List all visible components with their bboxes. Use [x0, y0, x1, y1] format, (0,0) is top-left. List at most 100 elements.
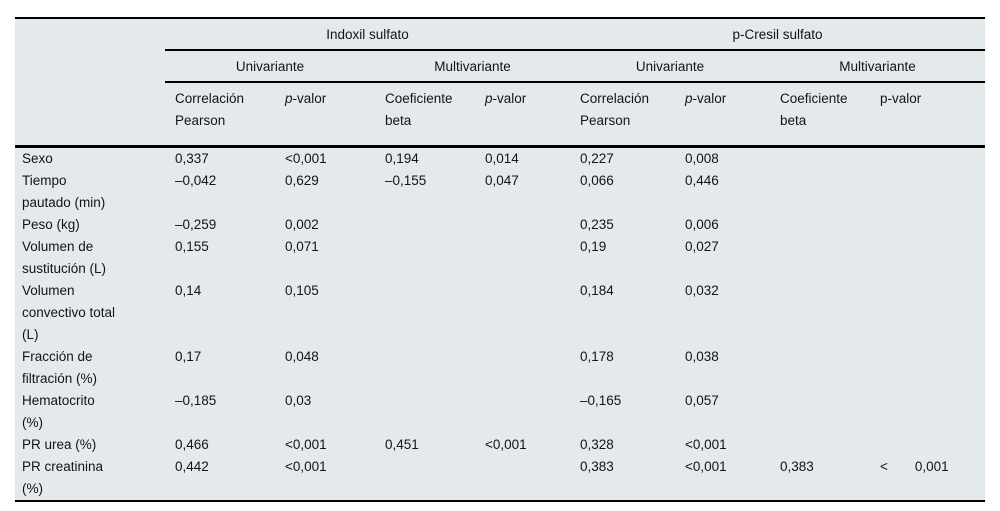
value-cell: 0,19 — [580, 239, 607, 254]
column-header-coeficiente-beta-pcs: Coeficiente beta — [770, 82, 870, 148]
row-label: Peso (kg) — [22, 217, 80, 232]
value-cell: –0,155 — [385, 173, 427, 188]
table-row-sexo: Sexo 0,337 <0,001 0,194 0,014 0,227 0,00… — [15, 147, 985, 171]
value-cell: 0,006 — [685, 217, 719, 232]
row-label: PR creatinina (%) — [22, 459, 104, 496]
column-header-correlacion-pearson-is: Correlación Pearson — [165, 82, 275, 148]
value-cell: 0,442 — [175, 459, 209, 474]
value-cell — [475, 214, 570, 236]
value-cell: < 0,001 — [880, 459, 949, 474]
value-cell — [375, 456, 475, 501]
value-cell: 0,027 — [685, 239, 719, 254]
column-header-text: -valor — [492, 91, 527, 106]
row-label: Volumen convectivo total (L) — [22, 283, 116, 342]
value-cell: <0,001 — [685, 459, 727, 474]
column-header-p-valor-is-uni: p-valor — [275, 82, 375, 148]
row-label: Hematocrito (%) — [22, 393, 95, 430]
value-cell: 0,048 — [285, 349, 319, 364]
value-cell — [770, 236, 870, 280]
table-row-tiempo-pautado: Tiempo pautado (min) –0,042 0,629 –0,155… — [15, 170, 985, 214]
value-cell: <0,001 — [485, 437, 527, 452]
value-cell: 0,383 — [780, 459, 814, 474]
value-cell — [375, 214, 475, 236]
column-header-italic-part: p — [285, 91, 293, 106]
value-cell: –0,165 — [580, 393, 622, 408]
subgroup-univariante-is: Univariante — [165, 50, 375, 83]
row-label: Fracción de filtración (%) — [22, 349, 98, 386]
value-cell — [375, 236, 475, 280]
column-header-italic-part: p — [685, 91, 693, 106]
column-header-text: p-valor — [880, 91, 922, 106]
value-cell — [870, 214, 985, 236]
value-cell: 0,047 — [485, 173, 519, 188]
stub-cell — [15, 82, 165, 148]
value-cell: 0,038 — [685, 349, 719, 364]
value-cell: 0,14 — [175, 283, 202, 298]
value-cell: 0,235 — [580, 217, 614, 232]
value-cell: 0,194 — [385, 151, 419, 166]
value-cell: 0,105 — [285, 283, 319, 298]
value-cell — [770, 214, 870, 236]
value-cell — [770, 346, 870, 390]
subgroup-multivariante-pcs: Multivariante — [770, 50, 986, 83]
column-header-text: Correlación Pearson — [175, 91, 245, 128]
value-cell: 0,071 — [285, 239, 319, 254]
value-cell — [770, 434, 870, 456]
value-cell: 0,451 — [385, 437, 419, 452]
value-cell: 0,328 — [580, 437, 614, 452]
value-cell: 0,466 — [175, 437, 209, 452]
value-cell: –0,185 — [175, 393, 217, 408]
column-header-row: Correlación Pearson p-valor Coeficiente … — [15, 82, 986, 148]
column-header-p-valor-is-multi: p-valor — [475, 82, 570, 148]
value-cell — [475, 456, 570, 501]
value-cell — [375, 390, 475, 434]
value-cell: 0,008 — [685, 151, 719, 166]
column-header-p-valor-pcs-multi: p-valor — [870, 82, 986, 148]
value-cell — [870, 434, 985, 456]
value-cell — [770, 170, 870, 214]
correlation-results-table: Indoxil sulfato p-Cresil sulfato Univari… — [15, 17, 986, 502]
value-cell: <0,001 — [285, 459, 327, 474]
value-cell: 0,184 — [580, 283, 614, 298]
value-cell: 0,227 — [580, 151, 614, 166]
group-header-p-cresil-sulfato: p-Cresil sulfato — [570, 18, 986, 51]
row-label: Sexo — [22, 151, 53, 166]
row-label: Tiempo pautado (min) — [22, 173, 106, 210]
value-cell: 0,066 — [580, 173, 614, 188]
value-cell: 0,03 — [285, 393, 312, 408]
value-cell: 0,057 — [685, 393, 719, 408]
value-cell: 0,155 — [175, 239, 209, 254]
table-row-pr-creatinina: PR creatinina (%) 0,442 <0,001 0,383 <0,… — [15, 456, 985, 501]
value-cell: 0,446 — [685, 173, 719, 188]
value-cell — [870, 236, 985, 280]
table-row-volumen-convectivo: Volumen convectivo total (L) 0,14 0,105 … — [15, 280, 985, 346]
value-cell: 0,17 — [175, 349, 202, 364]
column-header-text: -valor — [292, 91, 327, 106]
value-cell: –0,259 — [175, 217, 217, 232]
value-cell — [475, 280, 570, 346]
value-cell — [870, 147, 985, 171]
table-row-fraccion-filtracion: Fracción de filtración (%) 0,17 0,048 0,… — [15, 346, 985, 390]
value-cell: 0,014 — [485, 151, 519, 166]
stub-cell — [15, 50, 165, 82]
column-header-text: Coeficiente beta — [780, 91, 848, 128]
value-cell — [375, 280, 475, 346]
column-header-p-valor-pcs-uni: p-valor — [675, 82, 770, 148]
row-label: Volumen de sustitución (L) — [22, 239, 107, 276]
column-header-text: Correlación Pearson — [580, 91, 650, 128]
value-cell — [870, 170, 985, 214]
value-cell — [770, 280, 870, 346]
group-header-indoxil-sulfato: Indoxil sulfato — [165, 18, 570, 51]
subgroup-header-row: Univariante Multivariante Univariante Mu… — [15, 50, 986, 83]
value-cell — [770, 390, 870, 434]
value-cell: 0,032 — [685, 283, 719, 298]
value-cell — [870, 280, 985, 346]
group-header-row: Indoxil sulfato p-Cresil sulfato — [15, 18, 986, 51]
value-cell — [375, 346, 475, 390]
value-cell — [475, 346, 570, 390]
table-row-peso: Peso (kg) –0,259 0,002 0,235 0,006 — [15, 214, 985, 236]
value-cell: 0,002 — [285, 217, 319, 232]
value-cell — [475, 236, 570, 280]
value-cell: <0,001 — [285, 437, 327, 452]
